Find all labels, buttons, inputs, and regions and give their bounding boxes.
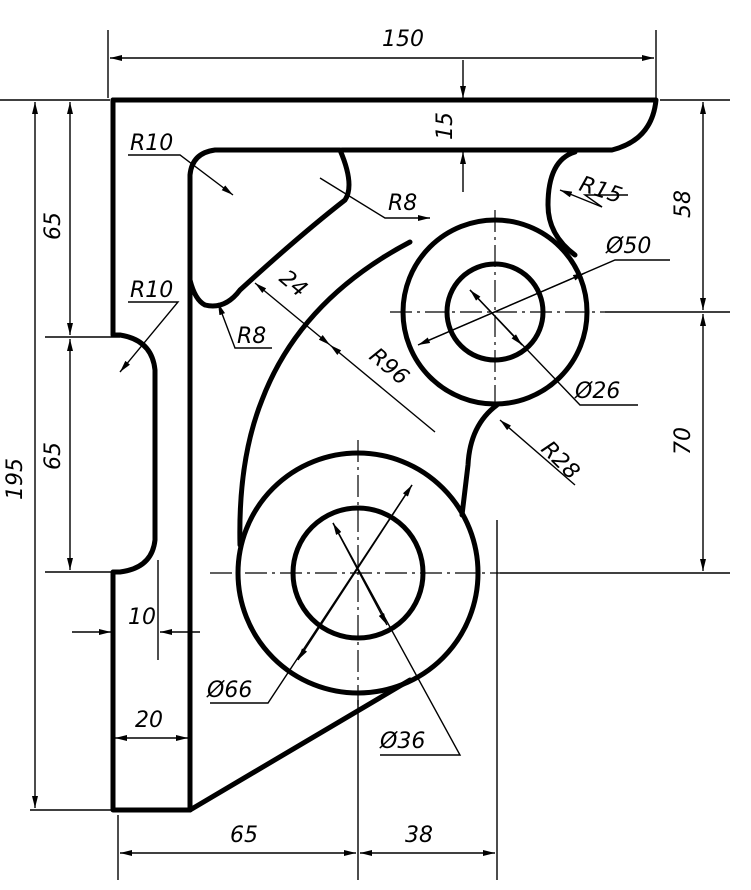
label-radius-r96: R96	[364, 343, 413, 390]
label-thick-top: 15	[433, 112, 458, 140]
label-height-total: 195	[3, 458, 28, 500]
label-dia-66: Ø66	[206, 678, 252, 703]
label-dia-36: Ø36	[379, 729, 425, 754]
label-height-top-right: 58	[671, 190, 696, 218]
label-height-top-left: 65	[41, 212, 66, 240]
dimension-lines	[0, 30, 730, 880]
outer-contour	[110, 97, 659, 153]
label-radius-r15: R15	[576, 172, 625, 209]
label-radius-tl: R10	[130, 131, 173, 156]
label-bottom-38: 38	[405, 823, 433, 848]
label-height-mid-right: 70	[671, 427, 696, 455]
r28-link	[459, 402, 500, 518]
label-thick-10: 10	[128, 605, 156, 630]
label-radius-slot: R10	[130, 278, 173, 303]
left-edge-contour	[110, 97, 193, 813]
label-thick-20: 20	[135, 708, 163, 733]
dimension-labels: 150 15 58 70 195 65 65 R10 R10 R8 R8 R15…	[3, 27, 696, 848]
part-outline	[110, 97, 659, 813]
bottom-diagonal	[187, 677, 413, 813]
label-dia-26: Ø26	[574, 379, 620, 404]
label-radius-notch-bottom: R8	[237, 324, 266, 349]
right-lobe-contour	[545, 149, 578, 258]
label-rib-24: 24	[274, 265, 312, 302]
label-dia-50: Ø50	[605, 234, 651, 259]
r96-arc	[237, 239, 413, 548]
inner-web-contour	[187, 147, 352, 813]
label-height-slot: 65	[41, 442, 66, 470]
label-radius-r28: R28	[536, 437, 584, 485]
label-width-total: 150	[382, 27, 424, 52]
label-bottom-65: 65	[230, 823, 258, 848]
label-radius-notch-top: R8	[388, 191, 417, 216]
